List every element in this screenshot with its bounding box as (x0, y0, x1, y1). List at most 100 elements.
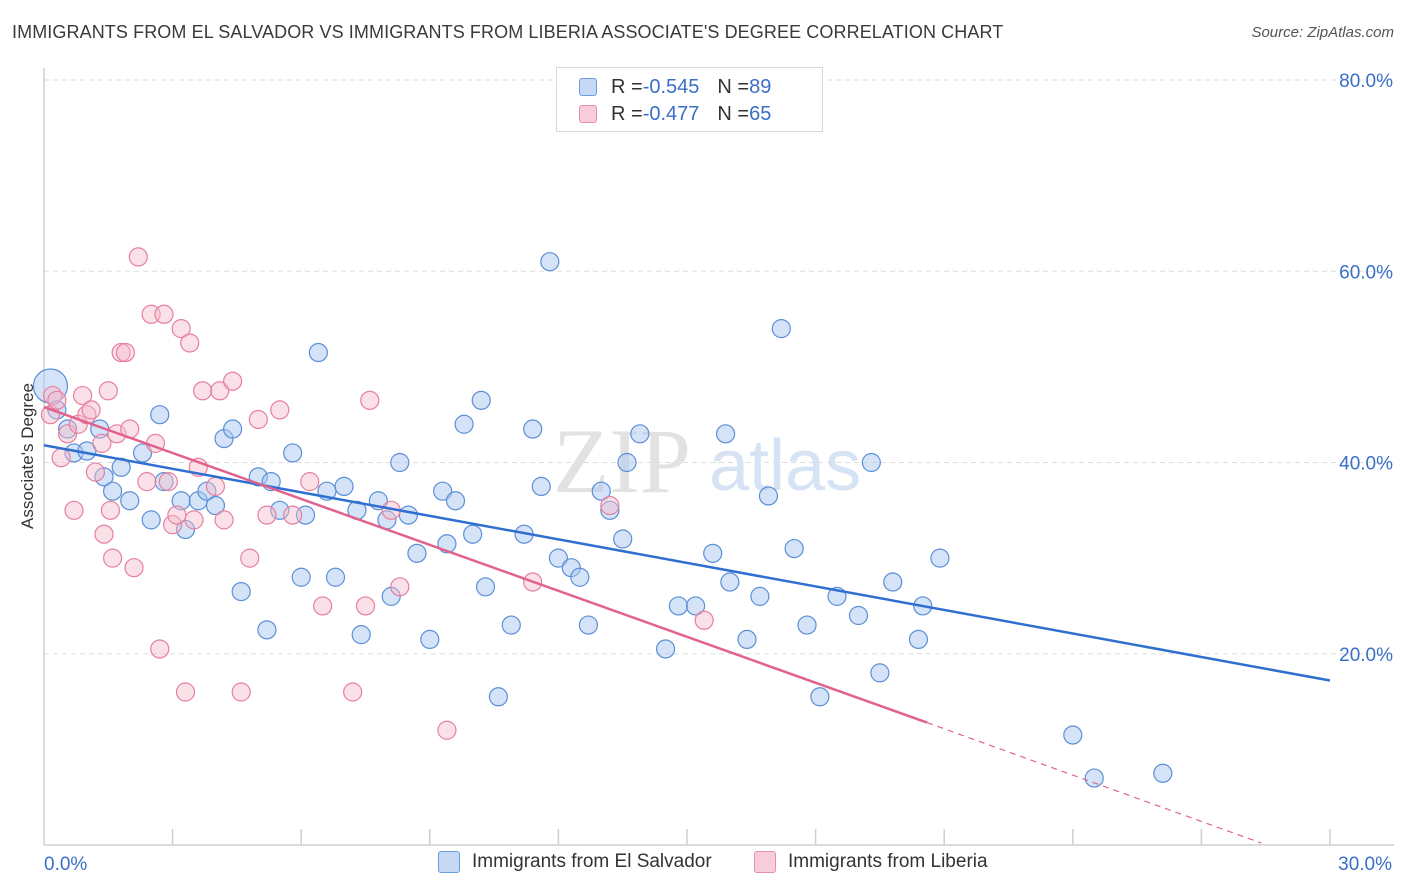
liberia-point (98, 381, 118, 401)
legend-label-liberia: Immigrants from Liberia (788, 851, 988, 872)
el-salvador-point (334, 476, 354, 497)
el-salvador-point (750, 586, 770, 606)
el-salvador-point (390, 452, 410, 473)
legend-r-label: R = (611, 102, 643, 125)
liberia-point (343, 682, 363, 702)
el-salvador-point (141, 510, 161, 530)
el-salvador-point (784, 538, 804, 559)
el-salvador-point (655, 639, 676, 659)
el-salvador-point (570, 567, 590, 587)
liberia-point (231, 682, 251, 702)
el-salvador-point (613, 529, 633, 549)
el-salvador-point (501, 615, 521, 635)
series-legend: Immigrants from El Salvador Immigrants f… (0, 851, 1406, 879)
legend-row-el-salvador: R = -0.545 N = 89 (579, 74, 771, 100)
legend-row-liberia: R = -0.477 N = 65 (579, 101, 771, 127)
trend-lines (43, 405, 1331, 844)
liberia-point (51, 448, 71, 468)
liberia-point (115, 342, 136, 363)
liberia-point (390, 577, 410, 597)
series-el-salvador-points (32, 252, 1173, 788)
el-salvador-point (848, 605, 869, 626)
liberia-point (355, 596, 376, 616)
el-salvador-point (548, 548, 569, 568)
legend-label-el-salvador: Immigrants from El Salvador (472, 851, 712, 872)
liberia-point (694, 610, 714, 630)
liberia-point (47, 390, 67, 410)
el-salvador-point (475, 577, 496, 597)
liberia-trend-line (43, 405, 928, 724)
liberia-point (360, 390, 380, 410)
el-salvador-point (132, 443, 153, 463)
el-salvador-point (120, 491, 140, 511)
y-axis-tick-labels: 20.0% 40.0% 60.0% 80.0% (1339, 71, 1393, 666)
series-liberia-points (40, 247, 714, 740)
liberia-point (102, 548, 123, 568)
axes (43, 68, 1394, 846)
el-salvador-point (270, 500, 290, 520)
legend-n-value: 89 (749, 75, 772, 98)
liberia-point (214, 510, 234, 530)
el-salvador-point (540, 252, 560, 272)
el-salvador-point (231, 581, 251, 602)
el-salvador-point (703, 543, 723, 563)
x-tick-label-min: 0.0% (44, 854, 87, 875)
legend-swatch-pink (754, 851, 776, 873)
liberia-point (175, 682, 196, 702)
el-salvador-point (1084, 768, 1104, 788)
legend-r-value: -0.477 (642, 102, 700, 125)
el-salvador-point (715, 424, 736, 444)
y-axis-label: Associate's Degree (18, 383, 37, 529)
el-salvador-point (685, 596, 706, 616)
legend-n-label: N = (717, 102, 750, 125)
liberia-point (184, 510, 204, 530)
liberia-point (100, 500, 121, 520)
legend-r-value: -0.545 (642, 75, 700, 98)
liberia-point (171, 319, 191, 339)
el-salvador-point (351, 625, 371, 645)
el-salvador-point (463, 524, 483, 544)
el-salvador-point (737, 629, 757, 650)
liberia-point (167, 505, 187, 525)
y-tick-label: 40.0% (1339, 454, 1393, 475)
legend-swatch-blue (438, 851, 460, 873)
grid-lines (44, 79, 1394, 655)
liberia-point (240, 548, 260, 568)
liberia-point (163, 515, 183, 535)
el-salvador-point (720, 572, 740, 592)
watermark: ZIP atlas (553, 410, 861, 512)
liberia-point (223, 371, 243, 391)
el-salvador-point (471, 390, 491, 410)
el-salvador-point (420, 629, 440, 650)
legend-item-liberia[interactable]: Immigrants from Liberia (754, 851, 988, 873)
el-salvador-point (488, 687, 508, 707)
liberia-point (283, 505, 303, 525)
x-axis-ticks (171, 829, 1331, 845)
liberia-point (180, 333, 200, 353)
liberia-trend-extension (926, 722, 1262, 844)
y-tick-label: 20.0% (1339, 645, 1393, 666)
el-salvador-point (870, 663, 890, 683)
el-salvador-point (930, 548, 950, 568)
el-salvador-point (150, 405, 170, 425)
legend-swatch-blue (579, 78, 597, 96)
legend-item-el-salvador[interactable]: Immigrants from El Salvador (438, 851, 712, 873)
liberia-point (270, 400, 290, 420)
liberia-point (94, 524, 114, 544)
el-salvador-point (771, 319, 791, 339)
liberia-point (248, 409, 268, 430)
el-salvador-point (591, 481, 611, 501)
el-salvador-point (630, 424, 650, 444)
y-tick-label: 80.0% (1339, 71, 1393, 92)
el-salvador-point (308, 342, 328, 363)
liberia-point (72, 385, 93, 406)
el-salvador-point (445, 491, 466, 511)
source-label: Source: ZipAtlas.com (1251, 24, 1394, 41)
el-salvador-point (398, 505, 418, 525)
el-salvador-point (617, 452, 637, 473)
el-salvador-point (205, 495, 226, 516)
liberia-point (57, 424, 78, 444)
el-salvador-point (325, 567, 346, 587)
legend-r-label: R = (611, 75, 643, 98)
